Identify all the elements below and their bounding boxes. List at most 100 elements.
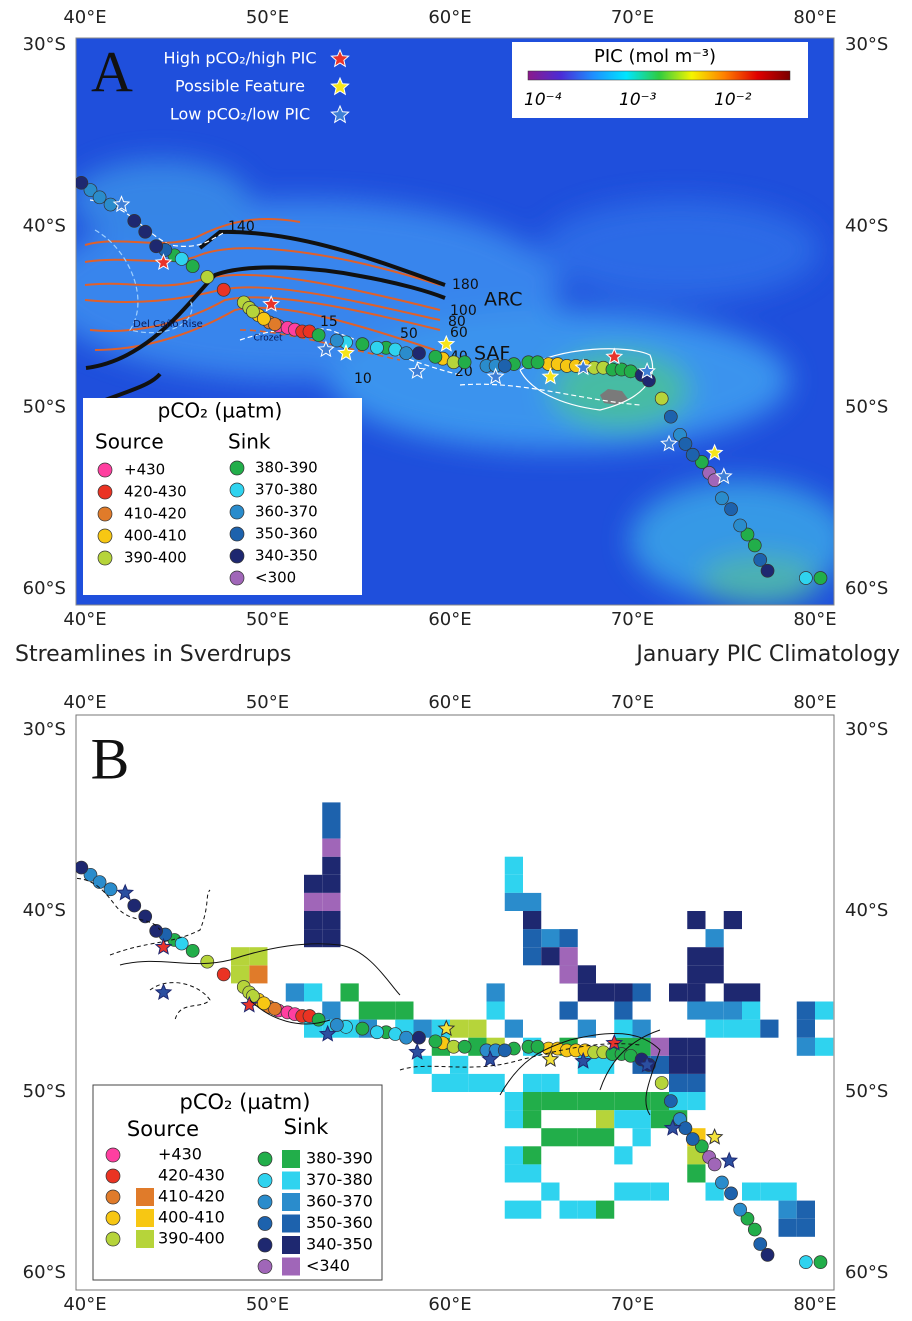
grid-box bbox=[340, 983, 359, 1002]
legend-label: 360-370 bbox=[255, 503, 318, 521]
grid-box bbox=[559, 1128, 578, 1147]
star-marker bbox=[638, 1055, 656, 1073]
legend-swatch bbox=[257, 1173, 273, 1188]
lon-tick-label: 80°E bbox=[793, 1294, 836, 1315]
track-point bbox=[799, 1255, 813, 1269]
grid-box bbox=[723, 1019, 742, 1038]
grid-box bbox=[322, 911, 341, 930]
grid-box bbox=[395, 1001, 414, 1020]
track-point bbox=[257, 996, 271, 1011]
grid-box bbox=[705, 1019, 724, 1038]
lat-tick-label: 30°S bbox=[23, 34, 66, 55]
star-marker bbox=[318, 1024, 337, 1042]
grid-box bbox=[632, 1182, 651, 1201]
legend-swatch bbox=[229, 548, 245, 564]
star-marker bbox=[714, 467, 733, 485]
legend-label: 400-410 bbox=[124, 527, 187, 545]
grid-box bbox=[285, 983, 304, 1002]
grid-box bbox=[322, 856, 341, 875]
legend-swatch bbox=[282, 1193, 300, 1211]
grid-box bbox=[523, 1200, 542, 1219]
grid-box bbox=[614, 1092, 633, 1111]
star-marker bbox=[112, 195, 131, 213]
legend-heading: Source bbox=[127, 1117, 199, 1141]
contour-label: 80 bbox=[448, 314, 466, 330]
grid-box bbox=[760, 1019, 779, 1038]
track-point bbox=[257, 311, 271, 326]
track-point bbox=[92, 190, 107, 205]
lon-tick-label: 40°E bbox=[63, 609, 106, 630]
star-marker bbox=[541, 367, 560, 385]
legend-swatch bbox=[105, 1147, 121, 1163]
grid-box bbox=[541, 1182, 560, 1201]
legend-label: 380-390 bbox=[255, 459, 318, 477]
lon-tick-label: 70°E bbox=[611, 609, 654, 630]
star-marker bbox=[705, 443, 724, 461]
grid-box bbox=[577, 1128, 596, 1147]
track-point bbox=[76, 175, 89, 190]
track-point bbox=[724, 1186, 738, 1201]
front-label: SAF bbox=[474, 343, 510, 365]
grid-box bbox=[760, 1182, 779, 1201]
star-marker bbox=[154, 983, 173, 1000]
grid-box bbox=[541, 947, 560, 966]
grid-box bbox=[577, 1092, 596, 1111]
track-point bbox=[138, 224, 153, 239]
grid-box bbox=[504, 1146, 523, 1165]
legend-swatch bbox=[330, 48, 350, 68]
grid-box bbox=[322, 874, 341, 893]
track-point bbox=[740, 1211, 755, 1226]
track-point bbox=[813, 571, 828, 585]
track-point bbox=[200, 954, 215, 969]
star-marker bbox=[437, 1019, 456, 1037]
legend-swatch bbox=[105, 1168, 121, 1184]
lat-tick-label: 30°S bbox=[845, 719, 888, 740]
legend-swatch bbox=[282, 1236, 300, 1254]
grid-box bbox=[687, 1092, 706, 1111]
grid-box bbox=[687, 1055, 706, 1074]
lon-tick-label: 50°E bbox=[246, 609, 289, 630]
track-point bbox=[654, 391, 669, 406]
grid-box bbox=[304, 911, 323, 930]
grid-box bbox=[669, 1037, 688, 1056]
track-point bbox=[663, 1094, 678, 1108]
legend-label: 350-360 bbox=[255, 525, 318, 543]
colorbar-tick-label: 10⁻² bbox=[714, 90, 752, 110]
track-point bbox=[355, 1021, 370, 1036]
track-point bbox=[715, 491, 729, 506]
track-point bbox=[707, 1157, 722, 1172]
star-legend-label: High pCO₂/high PIC bbox=[163, 49, 316, 68]
contour-label: 50 bbox=[400, 326, 418, 342]
track-point bbox=[83, 867, 98, 882]
lon-tick-label: 40°E bbox=[63, 7, 106, 28]
grid-box bbox=[504, 892, 523, 911]
lat-tick-label: 60°S bbox=[845, 1262, 888, 1283]
track-point bbox=[76, 860, 89, 875]
grid-box bbox=[541, 1073, 560, 1092]
legend-heading: Source bbox=[95, 430, 164, 454]
legend-label: +430 bbox=[158, 1145, 202, 1164]
grid-box bbox=[723, 911, 742, 930]
legend-swatch bbox=[257, 1259, 273, 1274]
grid-box bbox=[778, 1218, 797, 1237]
legend-swatch bbox=[282, 1171, 300, 1190]
front-label: ARC bbox=[484, 289, 523, 311]
grid-box bbox=[322, 838, 341, 857]
star-marker bbox=[720, 1151, 739, 1169]
grid-box bbox=[650, 1037, 669, 1056]
grid-box bbox=[504, 1200, 523, 1219]
panel-label: A bbox=[91, 39, 133, 104]
grid-box bbox=[815, 1001, 834, 1020]
caption: January PIC Climatology bbox=[634, 642, 900, 667]
track-point bbox=[685, 1132, 700, 1146]
legend-swatch bbox=[97, 484, 113, 500]
grid-box bbox=[322, 929, 341, 948]
grid-box bbox=[796, 1019, 815, 1038]
legend-swatch bbox=[97, 506, 113, 522]
track-point bbox=[330, 1018, 344, 1032]
track-point bbox=[185, 943, 200, 958]
lat-tick-label: 40°S bbox=[845, 900, 888, 921]
track-point bbox=[753, 553, 768, 567]
grid-box bbox=[523, 929, 542, 948]
grid-box bbox=[614, 1001, 633, 1020]
